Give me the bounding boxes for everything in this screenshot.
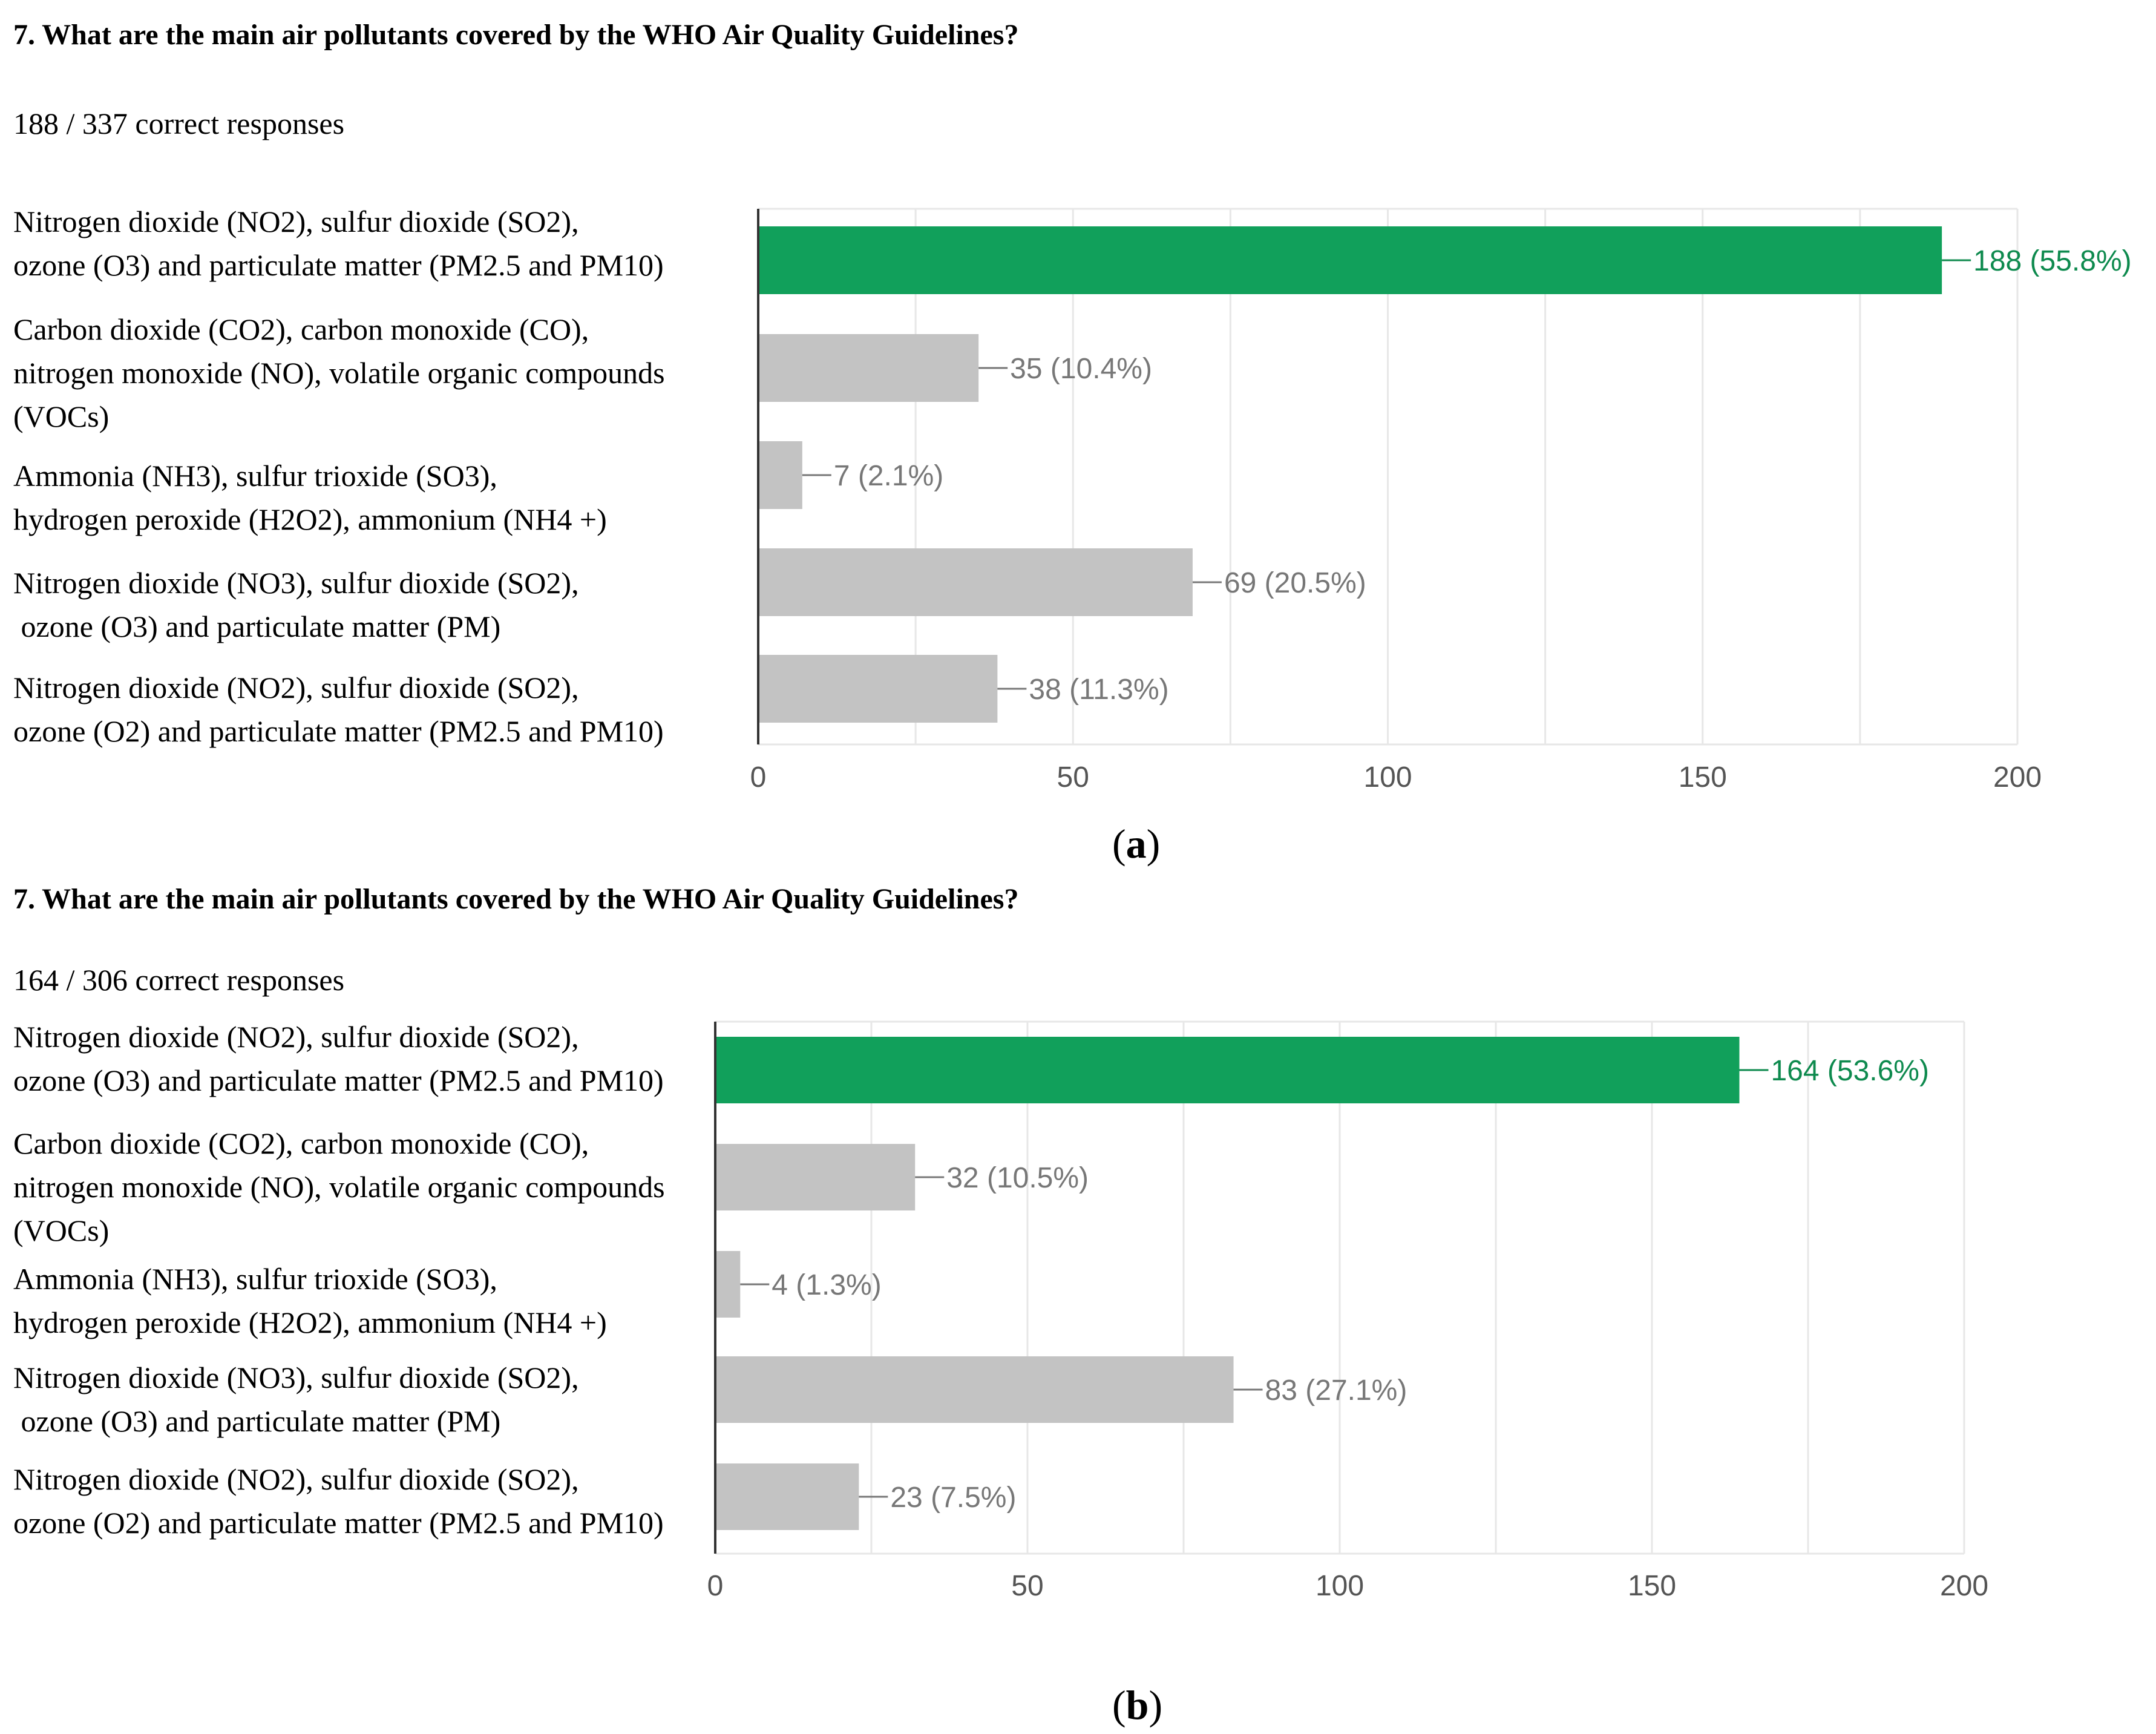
bar-chart-a: 188 (55.8%) 35 (10.4%) 7 (2.1%) 69 (20.5%) 3… [750,208,2132,793]
caption-letter: a [1126,821,1147,867]
category-label-a-3: Ammonia (NH3), sulfur trioxide (SO3), hy… [13,454,607,541]
bar-b-2 [715,1144,916,1210]
category-label-b-2: Carbon dioxide (CO2), carbon monoxide (C… [13,1122,665,1252]
bar-b-3 [715,1251,741,1318]
x-tick-label: 0 [750,761,767,793]
question-title-a: 7. What are the main air pollutants cove… [13,19,1019,51]
x-tick-label: 0 [707,1570,724,1602]
category-line: Ammonia (NH3), sulfur trioxide (SO3), [13,1262,497,1296]
subfigure-caption-b: (b) [1112,1681,1162,1729]
x-tick-label: 100 [1363,761,1412,793]
category-line: Ammonia (NH3), sulfur trioxide (SO3), [13,459,497,493]
category-line: ozone (O2) and particulate matter (PM2.5… [13,714,664,748]
x-tick-label: 50 [1011,1570,1043,1602]
category-line: Carbon dioxide (CO2), carbon monoxide (C… [13,312,589,346]
category-label-b-3: Ammonia (NH3), sulfur trioxide (SO3), hy… [13,1257,607,1344]
correct-responses-b: 164 / 306 correct responses [13,963,345,997]
caption-paren: ) [1146,821,1161,867]
bar-b-4 [715,1356,1234,1423]
category-line: Nitrogen dioxide (NO2), sulfur dioxide (… [13,1462,579,1496]
x-tick-label: 50 [1057,761,1089,793]
data-label-a-3: 7 (2.1%) [834,460,943,492]
category-label-a-1: Nitrogen dioxide (NO2), sulfur dioxide (… [13,200,664,287]
x-tick-label: 150 [1679,761,1727,793]
category-line: Nitrogen dioxide (NO2), sulfur dioxide (… [13,671,579,704]
category-line: nitrogen monoxide (NO), volatile organic… [13,1170,665,1204]
data-label-b-3: 4 (1.3%) [772,1269,881,1301]
category-line: hydrogen peroxide (H2O2), ammonium (NH4 … [13,1305,607,1339]
bar-a-3 [758,441,802,509]
bar-b-5 [715,1463,859,1530]
caption-paren: ) [1148,1682,1163,1728]
category-line: Carbon dioxide (CO2), carbon monoxide (C… [13,1126,589,1160]
category-line: Nitrogen dioxide (NO3), sulfur dioxide (… [13,1361,579,1394]
bar-a-1 [758,226,1942,294]
correct-responses-a: 188 / 337 correct responses [13,107,345,140]
category-line: Nitrogen dioxide (NO2), sulfur dioxide (… [13,205,579,238]
category-label-b-5: Nitrogen dioxide (NO2), sulfur dioxide (… [13,1457,664,1545]
x-tick-label: 200 [1940,1570,1988,1602]
category-line: nitrogen monoxide (NO), volatile organic… [13,356,665,390]
category-line: (VOCs) [13,399,110,433]
question-title-b: 7. What are the main air pollutants cove… [13,883,1019,915]
category-line: ozone (O3) and particulate matter (PM2.5… [13,1063,664,1097]
data-label-a-4: 69 (20.5%) [1224,567,1366,599]
category-line: ozone (O3) and particulate matter (PM) [13,609,501,643]
caption-letter: b [1126,1682,1149,1728]
category-line: ozone (O2) and particulate matter (PM2.5… [13,1506,664,1540]
bar-a-2 [758,334,979,402]
category-line: ozone (O3) and particulate matter (PM2.5… [13,248,664,282]
category-label-b-1: Nitrogen dioxide (NO2), sulfur dioxide (… [13,1015,664,1102]
category-label-a-2: Carbon dioxide (CO2), carbon monoxide (C… [13,307,665,438]
x-tick-label: 150 [1628,1570,1676,1602]
category-line: (VOCs) [13,1213,110,1247]
bar-b-1 [715,1037,1740,1103]
category-label-b-4: Nitrogen dioxide (NO3), sulfur dioxide (… [13,1356,579,1443]
data-label-b-5: 23 (7.5%) [890,1482,1016,1514]
bar-a-5 [758,655,998,723]
category-line: hydrogen peroxide (H2O2), ammonium (NH4 … [13,502,607,536]
category-label-a-5: Nitrogen dioxide (NO2), sulfur dioxide (… [13,666,664,753]
category-line: ozone (O3) and particulate matter (PM) [13,1404,501,1438]
x-tick-label: 200 [1993,761,2042,793]
data-label-b-4: 83 (27.1%) [1265,1374,1407,1407]
subfigure-caption-a: (a) [1112,820,1160,868]
category-line: Nitrogen dioxide (NO3), sulfur dioxide (… [13,566,579,600]
caption-paren: ( [1112,1682,1126,1728]
data-label-a-2: 35 (10.4%) [1010,353,1152,385]
bar-a-4 [758,548,1193,616]
data-label-a-1: 188 (55.8%) [1973,245,2132,277]
data-label-b-2: 32 (10.5%) [946,1162,1089,1194]
category-line: Nitrogen dioxide (NO2), sulfur dioxide (… [13,1020,579,1054]
category-label-a-4: Nitrogen dioxide (NO3), sulfur dioxide (… [13,561,579,648]
caption-paren: ( [1112,821,1126,867]
data-label-a-5: 38 (11.3%) [1029,674,1168,706]
x-tick-label: 100 [1316,1570,1364,1602]
data-label-b-1: 164 (53.6%) [1771,1055,1929,1087]
